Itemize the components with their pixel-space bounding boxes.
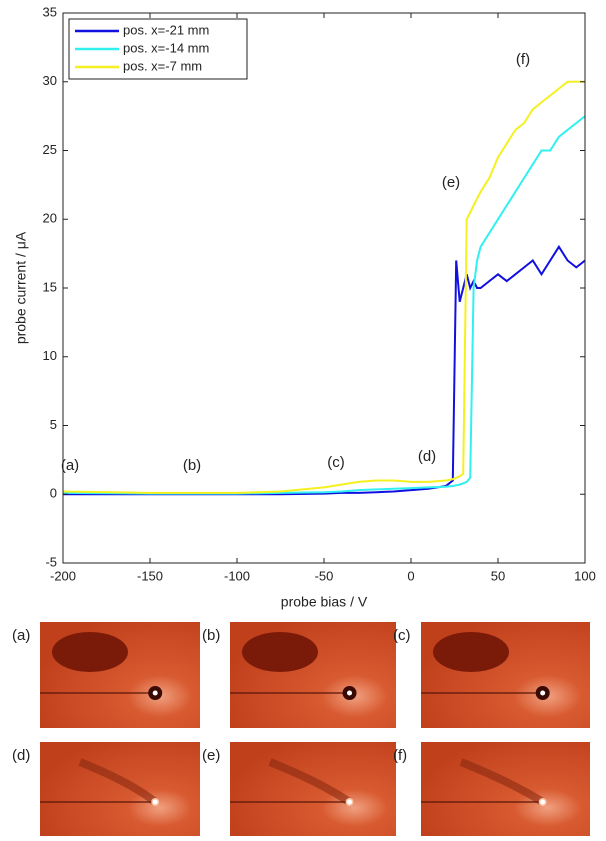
panel-label: (d) [12, 747, 30, 764]
panel-shadow [52, 632, 128, 672]
annotation: (c) [327, 454, 345, 471]
panel-spot [540, 690, 546, 696]
y-tick-label: -5 [45, 554, 57, 569]
x-tick-label: -50 [315, 568, 334, 583]
y-tick-label: 15 [43, 279, 57, 294]
y-tick-label: 5 [50, 417, 57, 432]
panel-spot [152, 799, 158, 805]
panel-image [230, 742, 396, 836]
legend-label: pos. x=-14 mm [123, 40, 209, 55]
panel-label: (b) [202, 627, 220, 644]
x-tick-label: -200 [50, 568, 76, 583]
x-tick-label: 100 [574, 568, 596, 583]
y-axis-label: probe current / μA [13, 231, 29, 344]
panel-image [421, 742, 590, 836]
x-tick-label: -100 [224, 568, 250, 583]
panel-shadow [433, 632, 509, 672]
x-tick-label: 0 [407, 568, 414, 583]
y-tick-label: 35 [43, 4, 57, 19]
y-tick-label: 25 [43, 142, 57, 157]
image-panels: (a) (b) (c) (d) (e) (f) [12, 622, 590, 836]
y-tick-label: 0 [50, 486, 57, 501]
panel-shadow [459, 758, 545, 806]
annotation: (a) [61, 457, 79, 474]
panel-image [40, 742, 200, 836]
x-axis-label: probe bias / V [281, 594, 368, 610]
panel-spot [347, 690, 353, 696]
legend-label: pos. x=-7 mm [123, 58, 202, 73]
panel-shadow [78, 758, 158, 806]
annotation: (e) [442, 174, 460, 191]
panel-label: (a) [12, 627, 30, 644]
panel-label: (e) [202, 747, 220, 764]
x-tick-label: -150 [137, 568, 163, 583]
panel-shadow [268, 758, 352, 806]
panel-spot [347, 799, 353, 805]
y-tick-label: 30 [43, 73, 57, 88]
panel-shadow [242, 632, 318, 672]
x-tick-label: 50 [491, 568, 505, 583]
panel-label: (f) [393, 747, 407, 764]
annotation: (b) [183, 457, 201, 474]
annotation: (d) [418, 448, 436, 465]
y-tick-label: 20 [43, 211, 57, 226]
panel-spot [540, 799, 546, 805]
series-line [63, 244, 586, 496]
series-line [62, 80, 585, 494]
annotation: (f) [516, 51, 530, 68]
panel-spot [152, 690, 158, 696]
legend-label: pos. x=-21 mm [123, 22, 209, 37]
panel-label: (c) [393, 627, 411, 644]
series-line [62, 115, 586, 495]
y-tick-label: 10 [43, 348, 57, 363]
plot-frame [62, 12, 586, 564]
